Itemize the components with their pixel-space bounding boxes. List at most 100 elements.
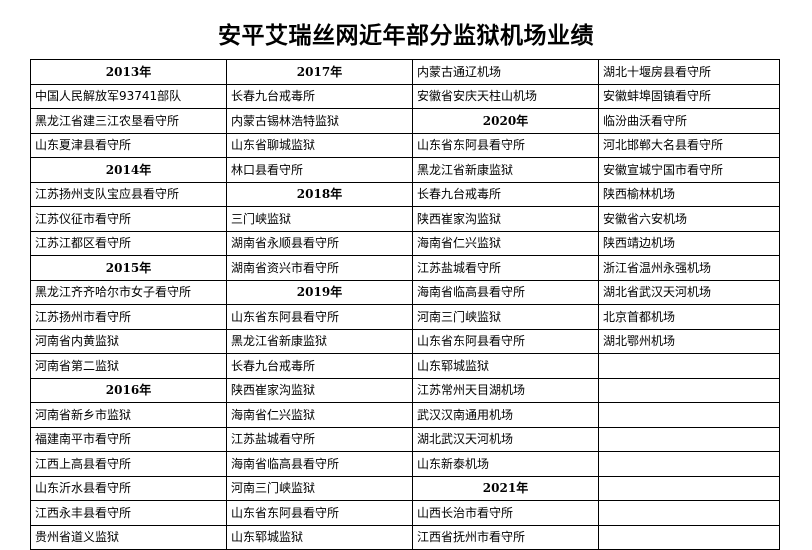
facility-cell: 安徽省六安机场	[598, 206, 780, 232]
facility-cell: 山东省聊城监狱	[226, 132, 413, 158]
facility-cell: 三门峡监狱	[226, 206, 413, 232]
facility-cell: 陕西靖边机场	[598, 230, 780, 256]
empty-cell	[598, 524, 780, 550]
facility-cell: 河南省第二监狱	[30, 353, 227, 379]
facility-cell: 陕西崔家沟监狱	[412, 206, 599, 232]
table-row: 河南省内黄监狱 黑龙江省新康监狱 山东省东阿县看守所 湖北鄂州机场	[30, 328, 780, 354]
facility-cell: 江苏盐城看守所	[226, 426, 413, 452]
table-row: 2014年 林口县看守所 黑龙江省新康监狱 安徽宣城宁国市看守所	[30, 157, 780, 183]
facility-cell: 内蒙古通辽机场	[412, 59, 599, 85]
table-row: 江苏江都区看守所 湖南省永顺县看守所 海南省仁兴监狱 陕西靖边机场	[30, 230, 780, 256]
year-header-cell: 2019年	[226, 279, 413, 305]
empty-cell	[598, 500, 780, 526]
facility-cell: 黑龙江省新康监狱	[412, 157, 599, 183]
facility-cell: 黑龙江省新康监狱	[226, 328, 413, 354]
facility-cell: 安徽蚌埠固镇看守所	[598, 83, 780, 109]
facility-cell: 湖北十堰房县看守所	[598, 59, 780, 85]
facility-cell: 山东省东阿县看守所	[226, 304, 413, 330]
facility-cell: 长春九台戒毒所	[226, 83, 413, 109]
facility-cell: 海南省仁兴监狱	[226, 402, 413, 428]
table-row: 福建南平市看守所 江苏盐城看守所 湖北武汉天河机场	[30, 426, 780, 452]
facility-cell: 海南省仁兴监狱	[412, 230, 599, 256]
facility-cell: 山东沂水县看守所	[30, 475, 227, 501]
table-row: 2016年 陕西崔家沟监狱 江苏常州天目湖机场	[30, 377, 780, 403]
page-title: 安平艾瑞丝网近年部分监狱机场业绩	[218, 22, 594, 49]
facility-cell: 江苏盐城看守所	[412, 255, 599, 281]
year-header-cell: 2015年	[30, 255, 227, 281]
facility-cell: 湖南省资兴市看守所	[226, 255, 413, 281]
facility-cell: 山西长治市看守所	[412, 500, 599, 526]
table-row: 河南省新乡市监狱 海南省仁兴监狱 武汉汉南通用机场	[30, 402, 780, 428]
facility-cell: 江苏常州天目湖机场	[412, 377, 599, 403]
table-row: 江西上高县看守所 海南省临高县看守所 山东新泰机场	[30, 451, 780, 477]
year-header-cell: 2021年	[412, 475, 599, 501]
facility-cell: 山东郓城监狱	[226, 524, 413, 550]
table-row: 黑龙江省建三江农垦看守所 内蒙古锡林浩特监狱 2020年 临汾曲沃看守所	[30, 108, 780, 134]
facility-cell: 湖南省永顺县看守所	[226, 230, 413, 256]
facility-cell: 湖北武汉天河机场	[412, 426, 599, 452]
empty-cell	[598, 475, 780, 501]
facility-cell: 河南省新乡市监狱	[30, 402, 227, 428]
performance-table: 2013年 2017年 内蒙古通辽机场 湖北十堰房县看守所 中国人民解放军93741部队…	[30, 59, 780, 550]
year-header-cell: 2014年	[30, 157, 227, 183]
facility-cell: 临汾曲沃看守所	[598, 108, 780, 134]
facility-cell: 江苏扬州市看守所	[30, 304, 227, 330]
table-row: 江苏扬州支队宝应县看守所 2018年 长春九台戒毒所 陕西榆林机场	[30, 181, 780, 207]
facility-cell: 河北邯郸大名县看守所	[598, 132, 780, 158]
facility-cell: 江苏江都区看守所	[30, 230, 227, 256]
facility-cell: 安徽省安庆天柱山机场	[412, 83, 599, 109]
facility-cell: 河南三门峡监狱	[412, 304, 599, 330]
facility-cell: 江西永丰县看守所	[30, 500, 227, 526]
facility-cell: 山东郓城监狱	[412, 353, 599, 379]
facility-cell: 山东夏津县看守所	[30, 132, 227, 158]
facility-cell: 江西上高县看守所	[30, 451, 227, 477]
year-header-cell: 2016年	[30, 377, 227, 403]
facility-cell: 北京首都机场	[598, 304, 780, 330]
facility-cell: 湖北省武汉天河机场	[598, 279, 780, 305]
facility-cell: 湖北鄂州机场	[598, 328, 780, 354]
table-row: 河南省第二监狱 长春九台戒毒所 山东郓城监狱	[30, 353, 780, 379]
table-row: 黑龙江齐齐哈尔市女子看守所 2019年 海南省临高县看守所 湖北省武汉天河机场	[30, 279, 780, 305]
facility-cell: 中国人民解放军93741部队	[30, 83, 227, 109]
facility-cell: 武汉汉南通用机场	[412, 402, 599, 428]
facility-cell: 海南省临高县看守所	[226, 451, 413, 477]
facility-cell: 江西省抚州市看守所	[412, 524, 599, 550]
empty-cell	[598, 402, 780, 428]
facility-cell: 贵州省道义监狱	[30, 524, 227, 550]
facility-cell: 浙江省温州永强机场	[598, 255, 780, 281]
facility-cell: 长春九台戒毒所	[412, 181, 599, 207]
facility-cell: 黑龙江齐齐哈尔市女子看守所	[30, 279, 227, 305]
facility-cell: 内蒙古锡林浩特监狱	[226, 108, 413, 134]
facility-cell: 山东省东阿县看守所	[412, 132, 599, 158]
facility-cell: 山东新泰机场	[412, 451, 599, 477]
facility-cell: 河南省内黄监狱	[30, 328, 227, 354]
year-header-cell: 2013年	[30, 59, 227, 85]
performance-table-body: 2013年 2017年 内蒙古通辽机场 湖北十堰房县看守所 中国人民解放军93741部队…	[30, 59, 780, 550]
table-row: 江苏仪征市看守所 三门峡监狱 陕西崔家沟监狱 安徽省六安机场	[30, 206, 780, 232]
facility-cell: 河南三门峡监狱	[226, 475, 413, 501]
year-header-cell: 2017年	[226, 59, 413, 85]
facility-cell: 长春九台戒毒所	[226, 353, 413, 379]
empty-cell	[598, 426, 780, 452]
empty-cell	[598, 377, 780, 403]
facility-cell: 福建南平市看守所	[30, 426, 227, 452]
table-row: 江西永丰县看守所 山东省东阿县看守所 山西长治市看守所	[30, 500, 780, 526]
facility-cell: 江苏仪征市看守所	[30, 206, 227, 232]
facility-cell: 黑龙江省建三江农垦看守所	[30, 108, 227, 134]
table-row: 江苏扬州市看守所 山东省东阿县看守所 河南三门峡监狱 北京首都机场	[30, 304, 780, 330]
facility-cell: 山东省东阿县看守所	[412, 328, 599, 354]
table-row: 山东沂水县看守所 河南三门峡监狱 2021年	[30, 475, 780, 501]
table-row: 中国人民解放军93741部队 长春九台戒毒所 安徽省安庆天柱山机场 安徽蚌埠固镇看守所	[30, 83, 780, 109]
facility-cell: 陕西榆林机场	[598, 181, 780, 207]
facility-cell: 海南省临高县看守所	[412, 279, 599, 305]
facility-cell: 山东省东阿县看守所	[226, 500, 413, 526]
year-header-cell: 2020年	[412, 108, 599, 134]
empty-cell	[598, 353, 780, 379]
table-row: 贵州省道义监狱 山东郓城监狱 江西省抚州市看守所	[30, 524, 780, 550]
facility-cell: 陕西崔家沟监狱	[226, 377, 413, 403]
year-header-cell: 2018年	[226, 181, 413, 207]
table-row: 山东夏津县看守所 山东省聊城监狱 山东省东阿县看守所 河北邯郸大名县看守所	[30, 132, 780, 158]
table-row: 2015年 湖南省资兴市看守所 江苏盐城看守所 浙江省温州永强机场	[30, 255, 780, 281]
empty-cell	[598, 451, 780, 477]
